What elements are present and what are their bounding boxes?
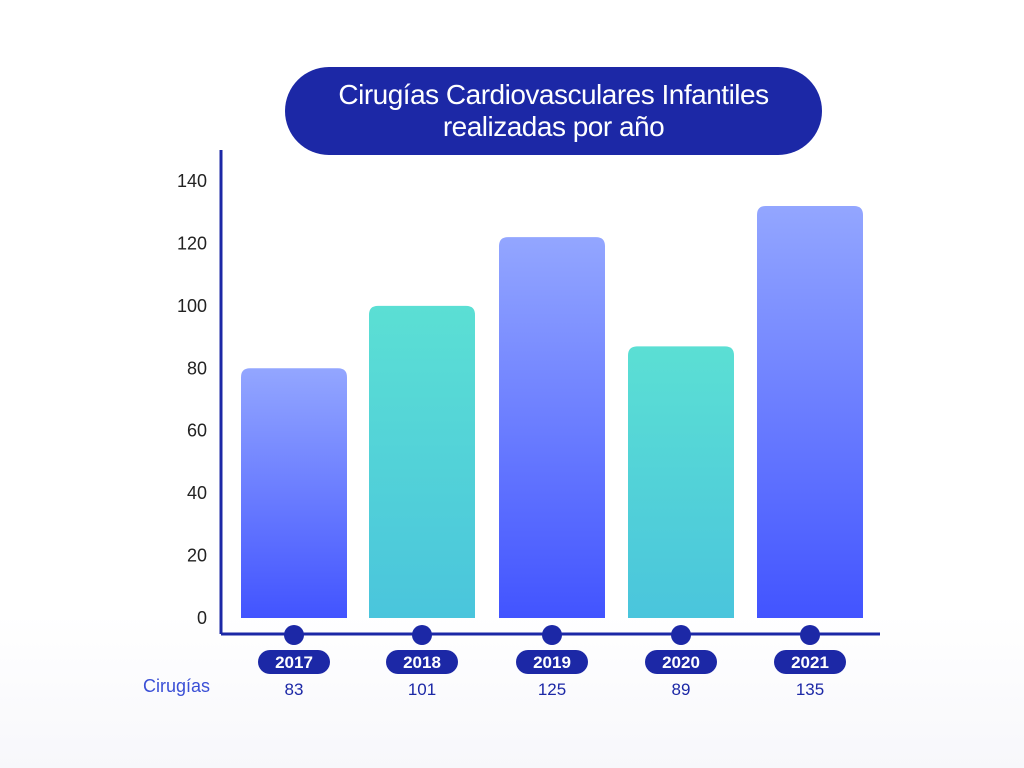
year-pill-2021 [774,650,846,674]
x-axis-markers [284,625,820,645]
value-label-2020: 89 [672,680,691,699]
x-marker-2021 [800,625,820,645]
chart-title: Cirugías Cardiovasculares Infantiles rea… [285,67,822,155]
year-pill-2020 [645,650,717,674]
x-tick-label: 2019 [533,653,571,672]
year-pill-2018 [386,650,458,674]
year-labels: 2017 2018 2019 2020 2021 [258,650,846,674]
value-label-2018: 101 [408,680,436,699]
x-tick-label: 2021 [791,653,829,672]
bar-2020 [628,346,734,618]
value-row: 83 101 125 89 135 [285,680,825,699]
y-tick-label: 80 [187,358,207,378]
bar-2018 [369,305,475,618]
bar-2021 [757,205,863,618]
x-tick-label: 2018 [403,653,441,672]
value-label-2017: 83 [285,680,304,699]
y-tick-label: 60 [187,421,207,441]
bars [241,205,863,618]
y-tick-label: 120 [177,233,207,253]
y-tick-label: 20 [187,546,207,566]
y-tick-label: 0 [197,608,207,628]
x-marker-2019 [542,625,562,645]
y-tick-label: 100 [177,296,207,316]
year-pill-2019 [516,650,588,674]
y-tick-label: 140 [177,171,207,191]
value-label-2019: 125 [538,680,566,699]
x-marker-2020 [671,625,691,645]
x-tick-label: 2017 [275,653,313,672]
chart-title-line-2: realizadas por año [442,111,665,142]
x-tick-label: 2020 [662,653,700,672]
y-axis-ticks: 0 20 40 60 80 100 120 140 [177,171,207,628]
value-label-2021: 135 [796,680,824,699]
bar-2017 [241,368,347,618]
bar-2019 [499,237,605,618]
year-pill-2017 [258,650,330,674]
x-marker-2018 [412,625,432,645]
x-marker-2017 [284,625,304,645]
row-label-cirugias: Cirugías [143,676,210,696]
y-tick-label: 40 [187,483,207,503]
chart-title-line-1: Cirugías Cardiovasculares Infantiles [338,79,769,110]
